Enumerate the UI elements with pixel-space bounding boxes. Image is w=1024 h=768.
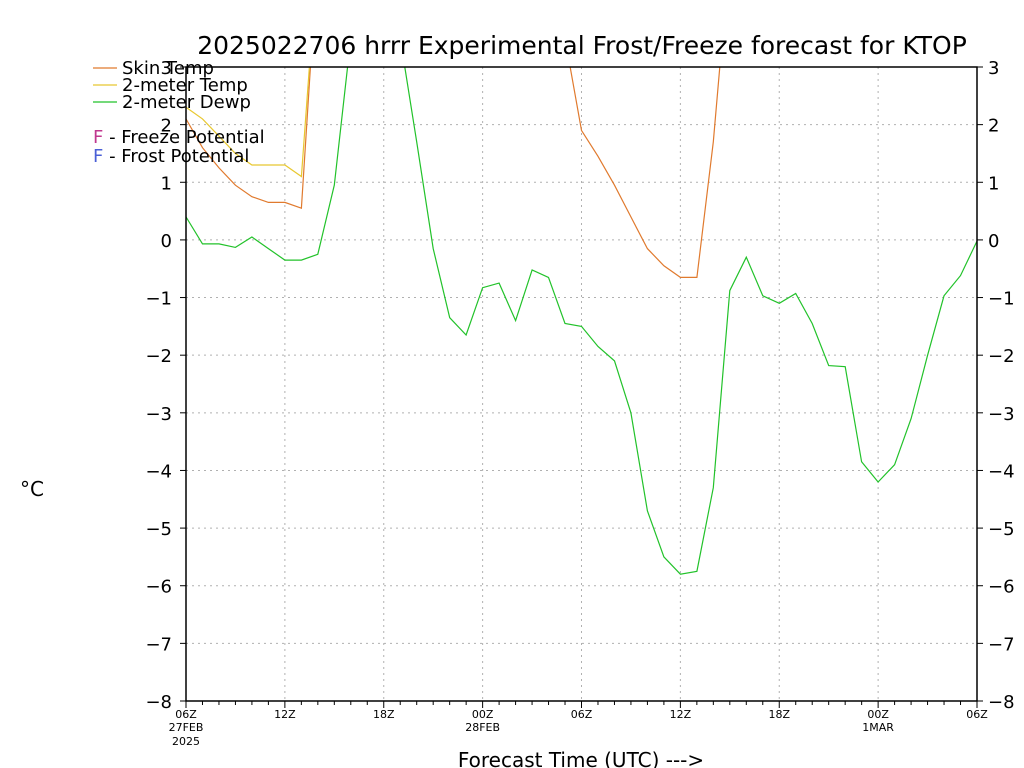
y-tick-label-left: −6 <box>145 577 172 598</box>
legend-potential-marker: F <box>93 127 103 148</box>
series-line-2-meter-dewp <box>186 67 977 575</box>
y-tick-label-left: −7 <box>145 634 172 655</box>
y-axis-ticks: −8 −8 −7 −7 −6 −6 −5 −5 −4 −4 −3 −3 −2 −2 −1 −1 0 0 1 1 2 2 3 3 <box>145 58 1014 713</box>
y-tick-label-left: 3 <box>161 58 172 79</box>
y-tick-label-left: 0 <box>161 231 172 252</box>
legend-potential-label: - Freeze Potential <box>103 127 264 148</box>
y-tick-label-right: −6 <box>988 577 1015 598</box>
x-tick-label: 18Z <box>373 708 395 721</box>
legend-entry: 2-meter Dewp <box>122 92 251 113</box>
y-tick-label-right: −3 <box>988 404 1015 425</box>
x-tick-label: 06Z <box>175 708 197 721</box>
y-tick-label-right: 2 <box>988 116 999 137</box>
x-tick-date: 28FEB <box>465 721 500 734</box>
y-tick-label-left: −5 <box>145 519 172 540</box>
x-tick-label: 12Z <box>274 708 296 721</box>
y-tick-label-left: −4 <box>145 461 172 482</box>
y-tick-label-right: −4 <box>988 461 1015 482</box>
legend-potential-label: - Frost Potential <box>103 146 249 167</box>
x-axis-label: Forecast Time (UTC) ---> <box>458 748 704 768</box>
series-line-2-meter-temp <box>186 67 310 178</box>
x-tick-year: 2025 <box>172 735 200 748</box>
y-tick-label-right: 1 <box>988 173 999 194</box>
y-tick-label-left: −2 <box>145 346 172 367</box>
y-tick-label-left: −1 <box>145 289 172 310</box>
y-tick-label-right: −7 <box>988 634 1015 655</box>
legend-potential-entry: F - Freeze Potential <box>93 127 265 148</box>
y-tick-label-right: −2 <box>988 346 1015 367</box>
x-tick-date: 27FEB <box>169 721 204 734</box>
legend-entry: 2-meter Temp <box>122 75 248 96</box>
y-tick-label-right: −5 <box>988 519 1015 540</box>
x-tick-label: 06Z <box>966 708 988 721</box>
legend-entry: Skin Temp <box>122 58 214 79</box>
y-tick-label-left: 1 <box>161 173 172 194</box>
y-tick-label-right: −1 <box>988 289 1015 310</box>
series-layer <box>186 67 977 575</box>
x-tick-label: 12Z <box>670 708 692 721</box>
chart-title: 2025022706 hrrr Experimental Frost/Freez… <box>197 31 967 60</box>
y-tick-label-right: −8 <box>988 692 1015 713</box>
y-tick-label-right: 3 <box>988 58 999 79</box>
y-tick-label-left: −8 <box>145 692 172 713</box>
x-tick-label: 00Z <box>472 708 494 721</box>
x-tick-label: 18Z <box>768 708 790 721</box>
legend-potential-entry: F - Frost Potential <box>93 146 249 167</box>
x-tick-label: 06Z <box>571 708 593 721</box>
series-line-skin-temp <box>186 67 721 278</box>
y-tick-label-left: 2 <box>161 116 172 137</box>
y-tick-label-right: 0 <box>988 231 999 252</box>
x-tick-date: 1MAR <box>862 721 894 734</box>
y-tick-label-left: −3 <box>145 404 172 425</box>
legend-potential-marker: F <box>93 146 103 167</box>
y-axis-label: °C <box>20 477 44 501</box>
grid-layer <box>186 66 977 702</box>
x-tick-label: 00Z <box>867 708 889 721</box>
